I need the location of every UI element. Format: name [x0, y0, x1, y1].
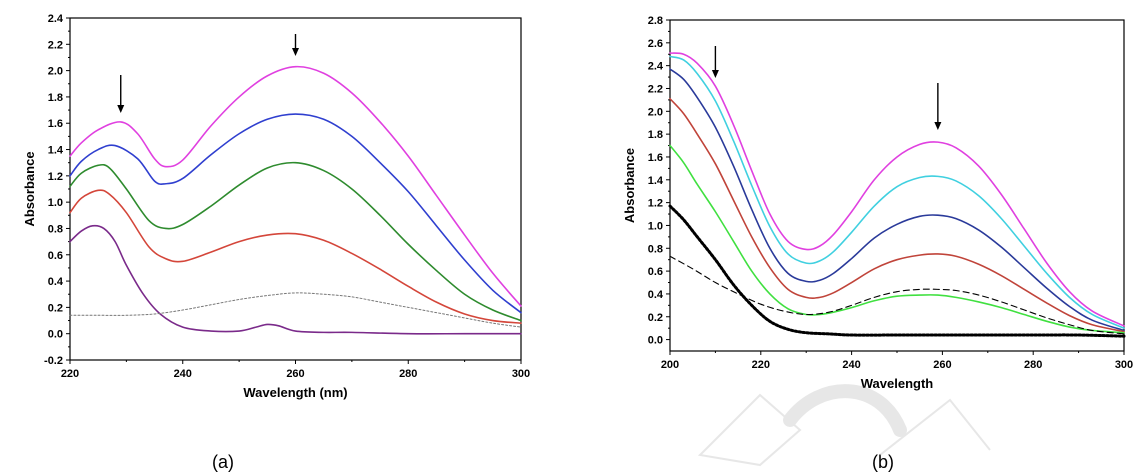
panel-a-y-tick-label: 0.6	[48, 250, 63, 262]
panel-a-y-tick-label: 0.2	[48, 302, 63, 314]
watermark-logo	[697, 384, 991, 467]
panel-b-x-axis-title: Wavelength	[861, 376, 934, 391]
chart-panel-a: -0.2 0.0 0.2 0.4 0.6 0.8 1.0 1.2 1.4 1.6 1.8 2.0 2.2…	[22, 13, 530, 400]
panel-a-y-tick-label: 2.0	[48, 66, 63, 78]
panel-b-y-tick-label: 0.8	[648, 243, 663, 255]
panel-b-y-tick-label: 1.0	[648, 220, 663, 232]
panel-b-y-tick-label: 2.0	[648, 106, 663, 118]
panel-b-arrow-head	[711, 70, 719, 78]
panel-b-y-tick-label: 1.2	[648, 198, 663, 210]
panel-a-y-tick-label: 2.2	[48, 39, 63, 51]
panel-a-x-tick-label: 280	[399, 368, 417, 380]
panel-b-x-tick-label: 300	[1115, 359, 1133, 371]
panel-a-series-line-5	[69, 224, 522, 335]
panel-b-series-line-1	[669, 52, 1125, 327]
panel-b-y-tick-label: 0.4	[648, 289, 664, 301]
panel-a-arrow-head	[117, 105, 125, 113]
panel-b-y-tick-label: 2.8	[648, 15, 663, 27]
panel-b-x-tick-label: 280	[1024, 359, 1042, 371]
panel-a-x-tick-label: 220	[61, 368, 79, 380]
panel-b-series-line-6	[668, 204, 1126, 338]
panel-b-x-tick-label: 240	[842, 359, 860, 371]
panel-a-plot-frame	[69, 17, 522, 361]
panel-a-y-axis-title: Absorbance	[22, 151, 37, 226]
panel-b-x-tick-label: 220	[752, 359, 770, 371]
panel-a-series-line-4	[69, 189, 522, 324]
panel-b-y-tick-label: 0.0	[648, 335, 663, 347]
panel-b-y-tick-label: 1.8	[648, 129, 663, 141]
panel-a-y-tick-label: 0.4	[48, 276, 64, 288]
panel-a-y-tick-label: -0.2	[44, 355, 63, 367]
panel-b-arrow-head	[934, 122, 942, 130]
panel-a-series-line-6	[69, 292, 522, 328]
panel-a-y-tick-label: 1.4	[48, 145, 64, 157]
panel-a-y-tick-label: 2.4	[48, 13, 64, 25]
panel-b-y-tick-label: 2.6	[648, 38, 663, 50]
chart-panel-b: 0.0 0.2 0.4 0.6 0.8 1.0 1.2 1.4 1.6 1.8 2.0 2.2 2.4 2…	[622, 15, 1133, 391]
watermark-shape	[879, 398, 991, 456]
panel-a-x-tick-label: 260	[286, 368, 304, 380]
watermark-arc	[783, 384, 907, 437]
panel-b-series-line-7	[669, 255, 1125, 335]
panel-a-y-tick-label: 1.0	[48, 197, 63, 209]
panel-b-y-tick-label: 0.6	[648, 266, 663, 278]
panel-b-x-tick-label: 260	[933, 359, 951, 371]
panel-b-y-tick-label: 0.2	[648, 312, 663, 324]
panel-a-y-tick-label: 1.6	[48, 118, 63, 130]
panel-a-series-line-3	[69, 161, 522, 322]
panel-b-plot-frame	[669, 19, 1125, 352]
panel-b-y-axis-title: Absorbance	[622, 148, 637, 223]
panel-b-series-line-3	[669, 68, 1125, 332]
panel-a-arrow-head	[292, 48, 299, 56]
panel-a-x-tick-label: 240	[174, 368, 192, 380]
panel-a-series-line-1	[69, 65, 522, 307]
panel-a-y-tick-label: 1.2	[48, 171, 63, 183]
panel-a-label: (a)	[212, 452, 234, 472]
panel-a-x-axis-title: Wavelength (nm)	[243, 385, 347, 400]
panel-a-x-tick-label: 300	[512, 368, 530, 380]
panel-b-y-tick-label: 1.4	[648, 175, 664, 187]
panel-a-y-tick-label: 1.8	[48, 92, 63, 104]
panel-b-y-tick-label: 2.2	[648, 83, 663, 95]
panel-a-y-tick-label: 0.8	[48, 223, 63, 235]
panel-a-y-tick-label: 0.0	[48, 329, 63, 341]
panel-b-series-line-2	[669, 55, 1125, 329]
panel-b-series-line-4	[669, 97, 1125, 333]
panel-b-x-tick-label: 200	[661, 359, 679, 371]
panel-b-y-tick-label: 2.4	[648, 61, 664, 73]
panel-b-label: (b)	[872, 452, 894, 472]
watermark-shape	[697, 393, 802, 467]
panel-b-series-line-5	[669, 144, 1125, 334]
panel-b-y-tick-label: 1.6	[648, 152, 663, 164]
panel-a-series-line-2	[69, 113, 522, 314]
